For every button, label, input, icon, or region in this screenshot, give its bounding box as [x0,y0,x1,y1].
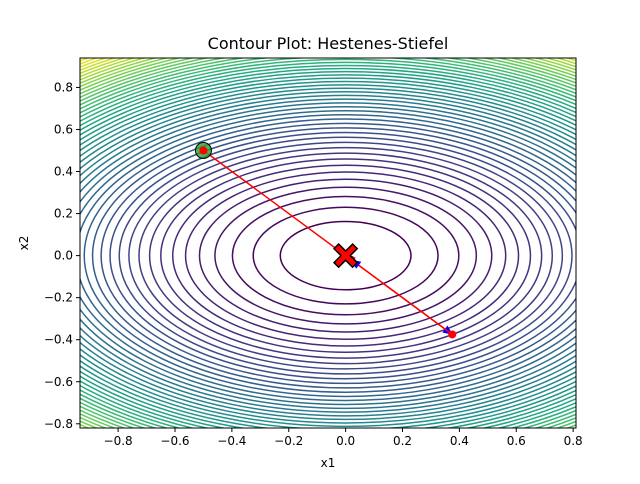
contour-lines [80,58,576,428]
contour-level-31 [80,64,576,428]
contour-level-9 [148,152,543,359]
path-point-1 [199,146,208,155]
contour-level-12 [118,136,573,375]
y-tick-label: 0.2 [54,207,73,221]
contour-level-33 [80,58,576,428]
plot-frame [79,57,577,429]
x-tick-label: 0.0 [336,434,355,448]
contour-level-15 [91,122,576,389]
contour-level-24 [80,87,576,424]
contour-level-2 [252,206,439,305]
x-tick-label: 0.2 [393,434,412,448]
contour-level-28 [80,74,576,428]
y-tick-label: −0.2 [44,291,73,305]
x-tick-label: −0.6 [160,434,189,448]
contour-level-32 [80,61,576,428]
contour-level-27 [80,77,576,428]
y-tick-label: −0.8 [44,417,73,431]
contour-level-11 [128,141,564,370]
path-segment-2 [350,259,453,336]
x-axis-label: x1 [321,456,336,470]
y-axis-label: x2 [17,236,31,251]
contour-level-21 [80,98,576,413]
x-tick-label: 0.6 [507,434,526,448]
x-tick-label: 0.8 [564,434,583,448]
contour-level-16 [83,118,576,393]
contour-level-5 [198,178,493,333]
y-tick-label: 0.6 [54,122,73,136]
contour-level-3 [231,195,460,316]
contour-level-13 [109,131,576,380]
x-tick-label: −0.8 [104,434,133,448]
contour-level-1 [279,220,412,291]
contour-level-17 [80,114,576,398]
contour-level-10 [138,146,554,365]
contour-level-8 [160,158,532,353]
contour-level-26 [80,80,576,428]
contour-level-22 [80,94,576,417]
x-tick-label: 0.4 [450,434,469,448]
contour-level-20 [80,102,576,410]
x-tick-label: −0.2 [274,434,303,448]
optimization-path [194,142,457,339]
x-tick-label: −0.4 [217,434,246,448]
contour-level-23 [80,91,576,421]
y-tick-label: 0.4 [54,165,73,179]
contour-level-18 [80,109,576,402]
contour-level-7 [171,164,520,347]
optimum-marker-fill [335,245,357,267]
chart-title: Contour Plot: Hestenes-Stiefel [208,34,449,53]
optimum-marker [332,242,359,269]
contour-level-25 [80,84,576,428]
contour-level-14 [100,127,576,385]
contour-level-4 [214,186,478,325]
contour-level-29 [80,70,576,428]
y-tick-label: 0.0 [54,249,73,263]
y-tick-label: −0.6 [44,375,73,389]
y-tick-label: −0.4 [44,333,73,347]
path-point-2 [448,330,457,339]
y-axis-ticks: −0.8 −0.6 −0.4 −0.2 0.0 0.2 0.4 0.6 0.8 [44,80,80,431]
contour-level-6 [184,171,507,341]
y-tick-label: 0.8 [54,80,73,94]
contour-level-19 [80,106,576,406]
x-axis-ticks: −0.8 −0.6 −0.4 −0.2 0.0 0.2 0.4 0.6 0.8 [104,428,583,448]
contour-level-30 [80,67,576,428]
